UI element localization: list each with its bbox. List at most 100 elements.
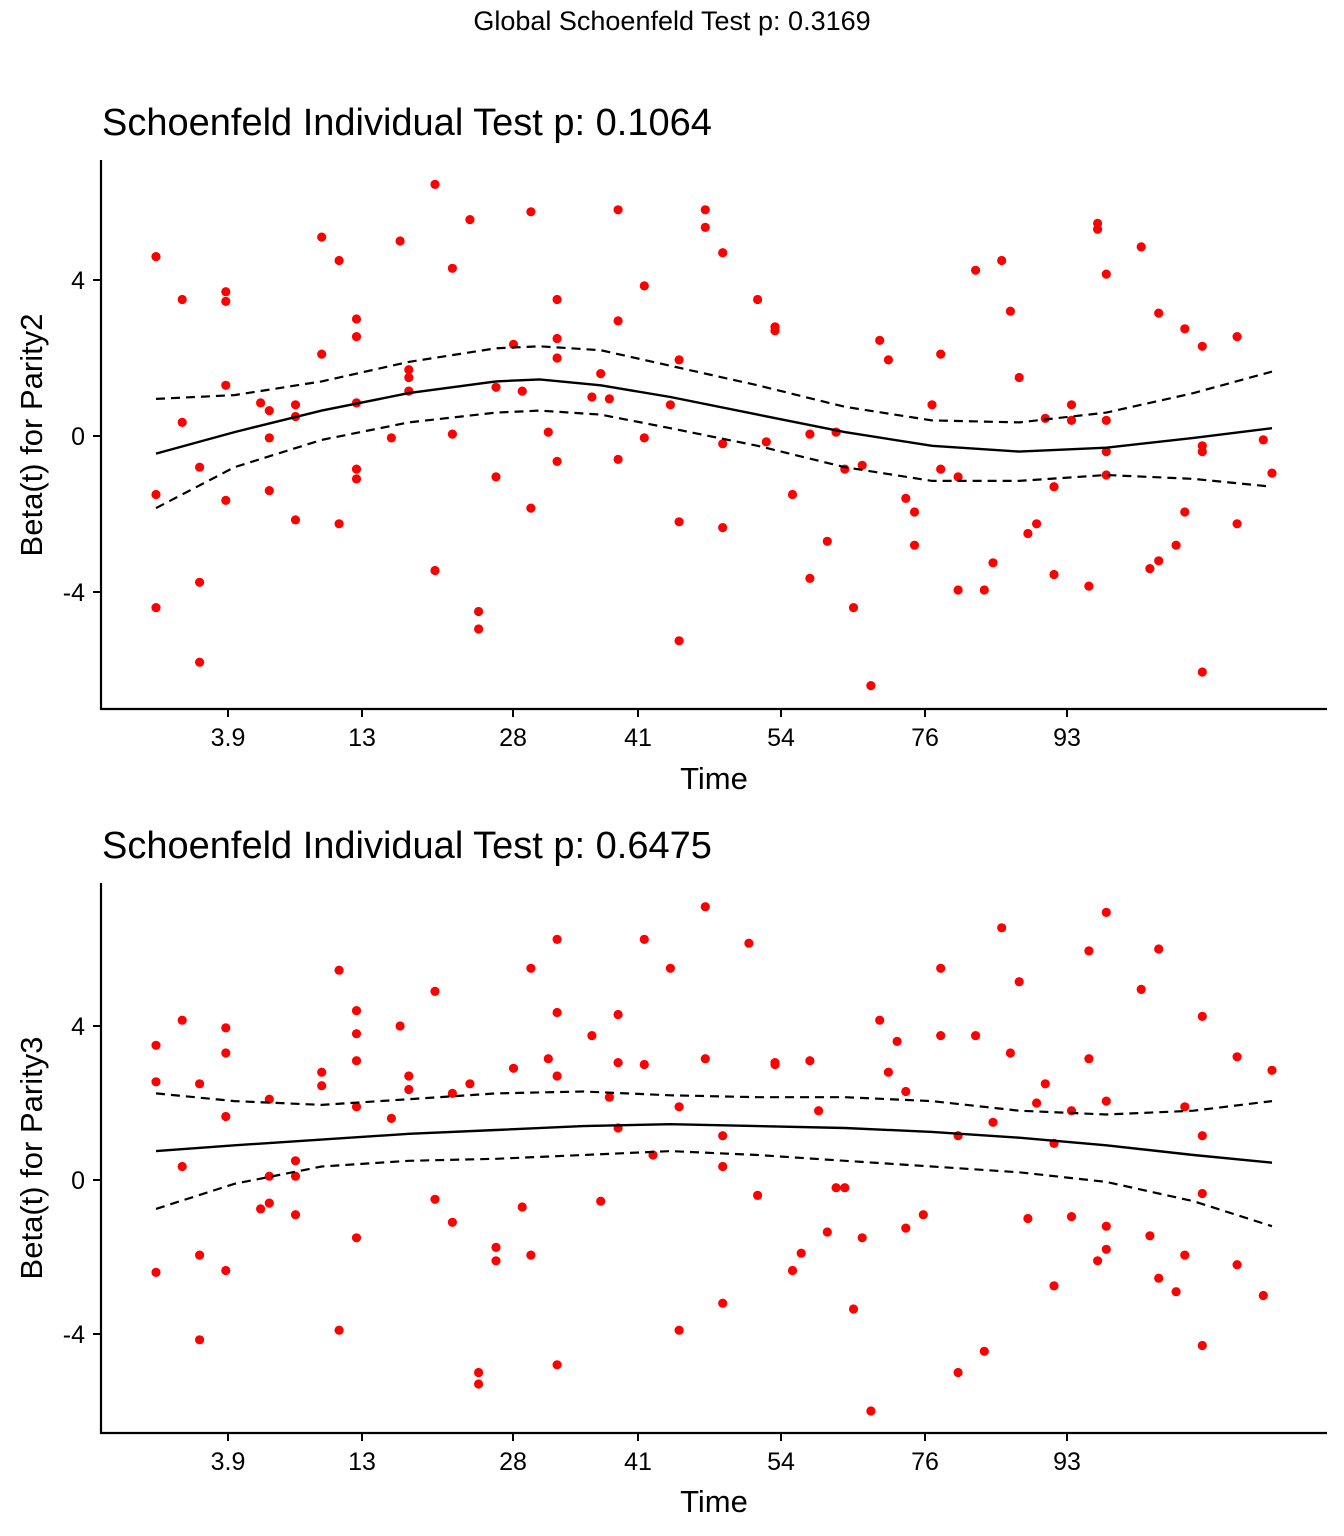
data-point xyxy=(351,1029,362,1039)
fitted-beta-line xyxy=(155,378,1273,455)
data-point xyxy=(997,923,1007,933)
data-point xyxy=(831,1183,841,1193)
data-point xyxy=(195,1250,205,1260)
data-point xyxy=(1066,415,1077,425)
data-point xyxy=(674,636,684,646)
data-point xyxy=(936,1031,946,1041)
data-point xyxy=(1267,1065,1277,1075)
upper-confidence-line xyxy=(155,1090,1273,1116)
x-tick-label: 13 xyxy=(348,1448,376,1476)
fitted-beta-line xyxy=(155,1122,1273,1164)
panel-2-x-ticks: 3.9 13 28 41 54 76 93 xyxy=(211,1433,1081,1476)
data-point xyxy=(334,965,344,975)
data-point xyxy=(351,464,362,474)
data-point xyxy=(953,585,963,595)
x-tick-label: 54 xyxy=(767,724,795,752)
data-point xyxy=(613,1058,623,1068)
data-point xyxy=(447,429,457,439)
data-point xyxy=(979,585,989,595)
data-point xyxy=(883,355,894,365)
data-point xyxy=(875,1015,885,1025)
data-point xyxy=(1049,1281,1059,1291)
data-point xyxy=(796,1248,806,1258)
data-point xyxy=(857,1233,867,1243)
x-tick-label: 41 xyxy=(624,724,652,752)
data-point xyxy=(351,474,362,484)
data-point xyxy=(1005,306,1016,316)
data-point xyxy=(386,1113,396,1123)
x-tick-label: 41 xyxy=(624,1448,652,1476)
data-point xyxy=(195,462,205,472)
data-point xyxy=(404,372,414,383)
data-point xyxy=(491,472,501,482)
data-point xyxy=(805,1056,815,1066)
data-point xyxy=(1145,564,1155,574)
data-point xyxy=(988,558,998,568)
data-point xyxy=(1005,1048,1016,1058)
data-point xyxy=(927,400,937,410)
data-point xyxy=(1154,944,1164,954)
data-point xyxy=(177,417,187,427)
data-point xyxy=(1101,1096,1111,1106)
panel-1-y-ticks: -4 0 4 xyxy=(63,267,101,607)
data-point xyxy=(1180,324,1190,334)
x-tick-label: 28 xyxy=(499,724,527,752)
data-point xyxy=(1171,540,1181,550)
data-point xyxy=(474,1367,484,1378)
data-point xyxy=(805,429,815,439)
data-point xyxy=(1066,1212,1077,1222)
data-point xyxy=(848,603,859,613)
data-point xyxy=(552,353,562,363)
data-point xyxy=(953,1367,963,1378)
data-point xyxy=(552,1007,562,1018)
data-point xyxy=(195,1079,205,1089)
data-point xyxy=(543,1054,553,1064)
panel-2: Schoenfeld Individual Test p: 0.6475 -4 0… xyxy=(14,825,1327,1519)
data-point xyxy=(221,1023,231,1033)
data-point xyxy=(151,603,161,613)
data-point xyxy=(430,565,440,576)
y-tick-label: 0 xyxy=(71,423,85,451)
data-point xyxy=(290,1210,301,1220)
data-point xyxy=(317,349,327,359)
data-point xyxy=(151,1040,161,1050)
data-point xyxy=(700,205,710,215)
data-point xyxy=(1154,556,1164,566)
data-point xyxy=(177,1015,187,1025)
panel-1-title: Schoenfeld Individual Test p: 0.1064 xyxy=(102,102,712,144)
data-point xyxy=(221,1265,231,1276)
data-point xyxy=(447,1217,457,1227)
data-point xyxy=(334,1325,344,1335)
data-point xyxy=(1014,977,1024,987)
data-point xyxy=(613,205,623,215)
data-point xyxy=(386,433,396,443)
data-point xyxy=(404,365,414,375)
data-point xyxy=(256,398,266,408)
data-point xyxy=(447,1088,457,1098)
data-point xyxy=(1066,400,1077,410)
data-point xyxy=(491,1242,501,1252)
data-point xyxy=(1040,1079,1050,1089)
data-point xyxy=(901,493,911,503)
data-point xyxy=(1049,482,1059,492)
data-point xyxy=(596,369,606,379)
data-point xyxy=(526,963,536,973)
data-point xyxy=(936,464,946,474)
panel-2-x-label: Time xyxy=(680,1484,748,1519)
data-point xyxy=(474,1379,484,1389)
data-point xyxy=(491,1256,501,1266)
data-point xyxy=(875,335,885,345)
x-tick-label: 76 xyxy=(911,1448,939,1476)
x-tick-label: 3.9 xyxy=(211,1448,246,1476)
data-point xyxy=(195,657,205,667)
data-point xyxy=(814,1106,824,1116)
data-point xyxy=(1171,1287,1181,1297)
data-point xyxy=(552,333,562,344)
global-title: Global Schoenfeld Test p: 0.3169 xyxy=(473,6,871,36)
data-point xyxy=(395,236,405,246)
data-point xyxy=(901,1223,911,1233)
lower-confidence-line xyxy=(155,409,1273,510)
data-point xyxy=(1145,1231,1155,1241)
data-point xyxy=(395,1021,405,1031)
data-point xyxy=(1197,1131,1207,1141)
